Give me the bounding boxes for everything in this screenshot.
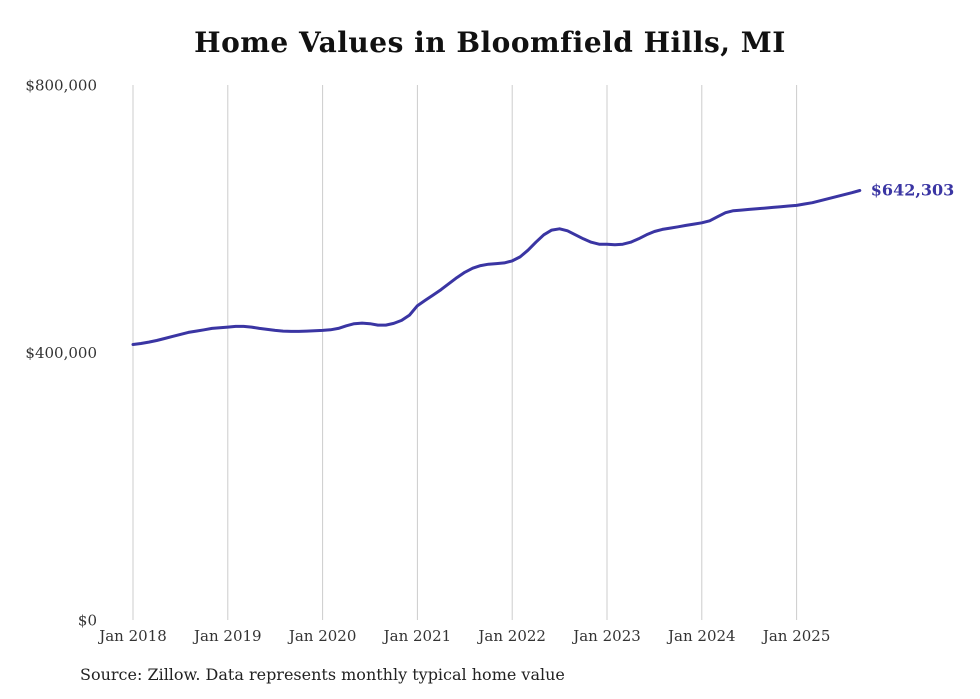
chart-title: Home Values in Bloomfield Hills, MI [194, 26, 786, 59]
source-note: Source: Zillow. Data represents monthly … [80, 665, 565, 684]
x-axis-tick-label: Jan 2024 [666, 627, 736, 645]
x-axis-tick-label: Jan 2022 [476, 627, 546, 645]
x-axis-tick-label: Jan 2023 [571, 627, 641, 645]
x-axis-tick-label: Jan 2018 [97, 627, 167, 645]
y-axis-tick-label: $800,000 [25, 77, 97, 95]
x-axis-tick-label: Jan 2025 [761, 627, 831, 645]
y-axis-tick-label: $400,000 [25, 344, 97, 362]
home-value-series-line [131, 189, 862, 346]
end-value-label: $642,303 [871, 180, 955, 199]
x-axis-tick-label: Jan 2019 [192, 627, 262, 645]
x-axis-tick-label: Jan 2020 [287, 627, 357, 645]
y-axis-tick-label: $0 [78, 612, 97, 630]
x-axis-tick-label: Jan 2021 [382, 627, 452, 645]
